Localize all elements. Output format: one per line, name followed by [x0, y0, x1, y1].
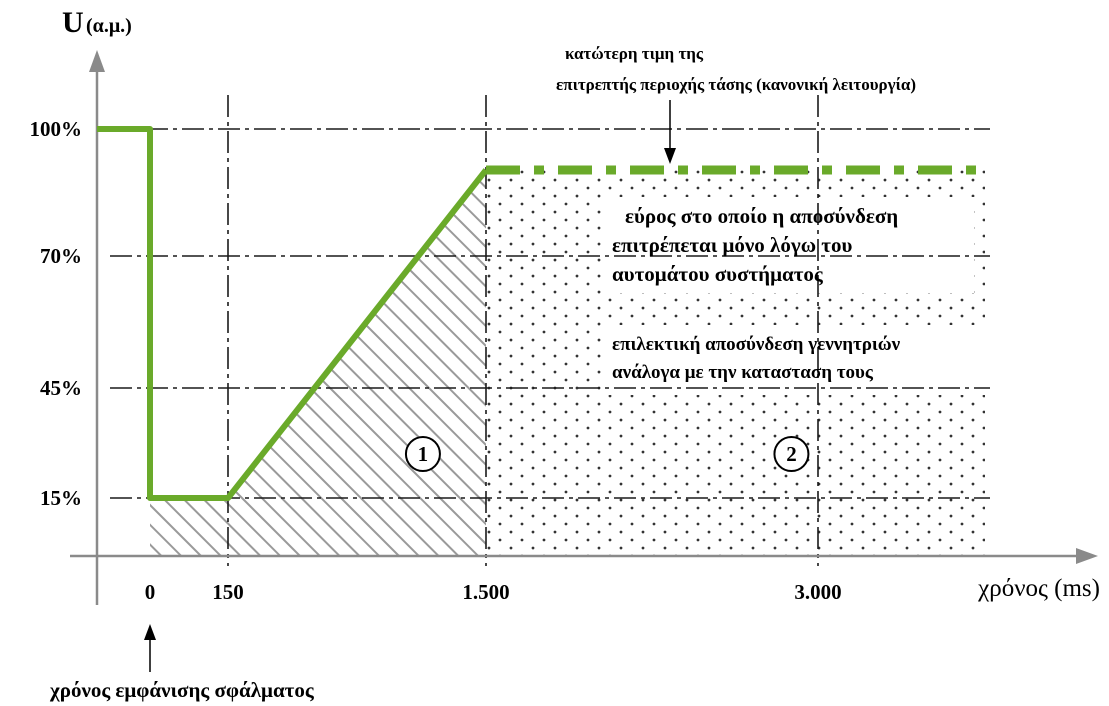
- region-1-label: 1: [418, 442, 429, 466]
- range-annotation-line2: επιτρέπεται μόνο λόγω του: [612, 233, 852, 257]
- range-text-box: [602, 197, 974, 293]
- x-tick-label-3000: 3.000: [794, 580, 841, 604]
- x-axis-arrow: [1076, 548, 1098, 564]
- series-1-line: [97, 126, 489, 501]
- selective-text-box: [604, 325, 996, 395]
- y-tick-label-70: 70%: [40, 244, 82, 268]
- region-2-marker: [773, 436, 810, 472]
- tick-labels: 15% 45% 70% 100% 0 150 1.500 3.000: [30, 117, 842, 604]
- region-1-hatched-area: [150, 170, 486, 556]
- x-tick-label-1500: 1.500: [462, 580, 509, 604]
- x-axis-title: χρόνος (ms): [977, 575, 1100, 602]
- range-annotation-line1: εύρος στο οποίο η αποσύνδεση: [625, 204, 898, 228]
- axes: [70, 50, 1098, 605]
- upper-limit-annotation-line1: κατώτερη τιμη της: [565, 44, 704, 63]
- x-tick-label-150: 150: [212, 580, 244, 604]
- region-2-label: 2: [786, 442, 797, 466]
- y-axis-unit: (α.μ.): [86, 15, 132, 37]
- y-axis-title: U: [62, 6, 84, 39]
- selective-annotation-line2: ανάλογα με την κατασταση τους: [612, 362, 874, 383]
- upper-limit-annotation-line2: επιτρεπτής περιοχής τάσης (κανονική λειτ…: [556, 75, 916, 94]
- fault-time-arrow-head: [144, 624, 156, 640]
- region-1-marker: [404, 436, 441, 472]
- y-tick-label-100: 100%: [30, 117, 83, 141]
- y-tick-label-15: 15%: [40, 486, 82, 510]
- selective-annotation-line1: επιλεκτική αποσύνδεση γεννητριών: [612, 334, 901, 355]
- upper-limit-arrow-head: [664, 148, 676, 164]
- y-tick-label-45: 45%: [40, 376, 82, 400]
- fault-time-annotation: χρόνος εμφάνισης σφάλματος: [49, 678, 315, 702]
- series-layer: [97, 126, 985, 501]
- x-tick-label-0: 0: [145, 580, 156, 604]
- range-annotation-line3: αυτομάτου συστήματος: [612, 262, 824, 286]
- y-axis-arrow: [89, 50, 105, 72]
